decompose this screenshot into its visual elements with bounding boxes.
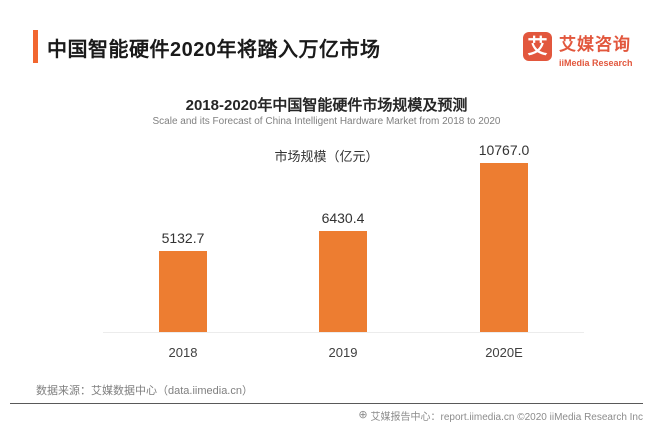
- logo-name-en: iiMedia Research: [559, 58, 633, 68]
- bar-2020E: [480, 163, 528, 332]
- chart-legend: 市场规模（亿元）: [274, 149, 379, 164]
- bar-value-2019: 6430.4: [321, 210, 365, 226]
- category-label-2018: 2018: [168, 345, 198, 360]
- logo-text: 艾媒咨询 iiMedia Research: [559, 30, 633, 68]
- bar-2019: [319, 231, 367, 332]
- bar-2018: [159, 251, 207, 332]
- category-label-2020E: 2020E: [485, 345, 523, 360]
- category-label-2019: 2019: [328, 345, 358, 360]
- chart-subtitle: Scale and its Forecast of China Intellig…: [152, 116, 501, 127]
- data-source: 数据来源：艾媒数据中心（data.iimedia.cn）: [36, 385, 253, 397]
- logo-name-cn: 艾媒咨询: [559, 35, 631, 54]
- bar-value-2018: 5132.7: [161, 230, 205, 246]
- iimedia-logo: 艾 艾媒咨询 iiMedia Research: [523, 30, 633, 68]
- footer-divider: [10, 403, 643, 404]
- title-accent-bar: [33, 30, 38, 63]
- iimedia-logo-icon: 艾: [523, 32, 552, 61]
- chart-title: 2018-2020年中国智能硬件市场规模及预测: [185, 97, 468, 114]
- x-axis-line: [103, 332, 584, 333]
- logo-mark-glyph: 艾: [527, 35, 548, 58]
- footer: ⊕ 艾媒报告中心：report.iimedia.cn ©2020 iiMedia…: [358, 408, 643, 424]
- globe-icon: ⊕: [358, 409, 368, 421]
- page-title: 中国智能硬件2020年将踏入万亿市场: [47, 39, 381, 61]
- bar-value-2020E: 10767.0: [478, 142, 530, 158]
- footer-text: 艾媒报告中心：report.iimedia.cn ©2020 iiMedia R…: [370, 412, 643, 423]
